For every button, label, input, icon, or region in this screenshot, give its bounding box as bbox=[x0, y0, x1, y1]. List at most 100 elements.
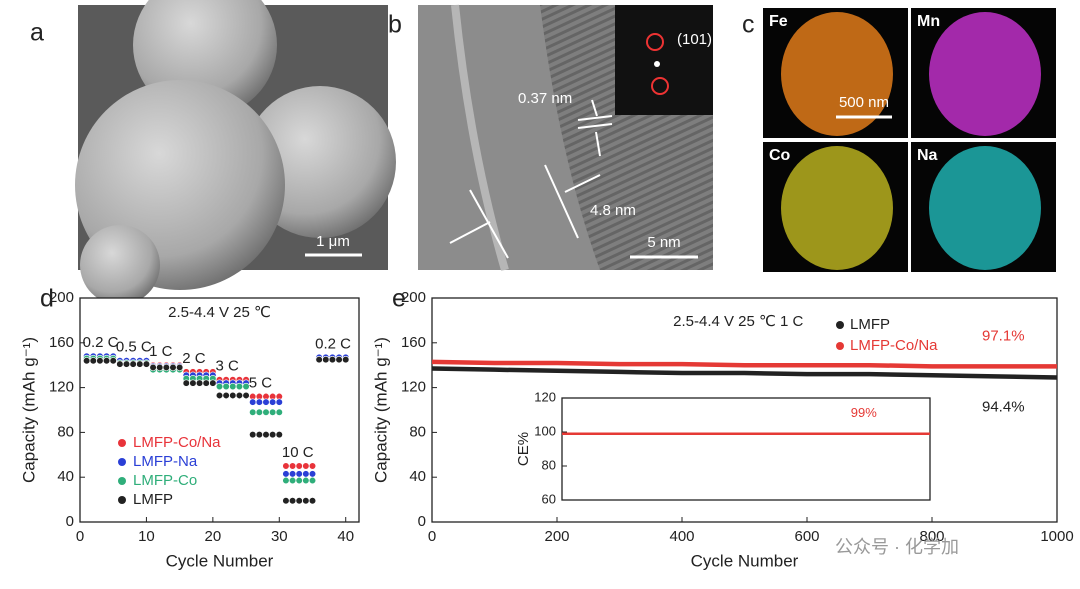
legend-label: LMFP-Co/Na bbox=[850, 337, 938, 354]
point bbox=[162, 363, 170, 372]
sem-image bbox=[75, 0, 396, 305]
y-tick-label: 200 bbox=[401, 289, 426, 306]
series-line bbox=[431, 359, 1057, 369]
x-tick-label: 30 bbox=[271, 528, 288, 545]
y-axis-label: CE% bbox=[515, 432, 532, 466]
y-tick-label: 120 bbox=[401, 379, 426, 396]
legend-label: LMFP-Na bbox=[133, 453, 198, 470]
annotation: 99% bbox=[851, 405, 877, 420]
legend-label: LMFP bbox=[133, 491, 173, 508]
point bbox=[255, 408, 263, 416]
panel-label: a bbox=[30, 19, 44, 47]
x-axis-label: Cycle Number bbox=[166, 551, 274, 570]
point bbox=[282, 476, 290, 485]
y-tick-label: 160 bbox=[401, 334, 426, 351]
element-label: Mn bbox=[917, 13, 940, 30]
y-axis-label: Capacity (mAh g⁻¹) bbox=[371, 337, 390, 483]
y-tick-label: 0 bbox=[418, 513, 426, 530]
element-label: Fe bbox=[769, 13, 788, 30]
x-tick-label: 40 bbox=[337, 528, 354, 545]
point bbox=[182, 379, 190, 387]
scale-label: 500 nm bbox=[839, 94, 889, 111]
panel-label: e bbox=[392, 285, 406, 313]
rate-label: 0.2 C bbox=[83, 334, 119, 351]
point bbox=[262, 408, 270, 416]
element-label: Co bbox=[769, 147, 791, 164]
rate-label: 0.5 C bbox=[116, 339, 152, 356]
map-particle bbox=[929, 146, 1041, 270]
legend-marker bbox=[118, 439, 126, 447]
point bbox=[222, 391, 230, 400]
rate-label: 10 C bbox=[282, 444, 314, 461]
point bbox=[255, 431, 263, 439]
eds-maps: Fe Mn Co Na bbox=[763, 8, 1056, 272]
legend-label: LMFP-Co/Na bbox=[133, 434, 221, 451]
y-tick-label: 60 bbox=[542, 491, 556, 506]
point bbox=[195, 379, 204, 387]
point bbox=[255, 398, 263, 406]
point bbox=[302, 470, 310, 478]
legend-label: LMFP-Co bbox=[133, 472, 197, 489]
point bbox=[102, 357, 111, 365]
point bbox=[176, 363, 184, 372]
element-label: Na bbox=[917, 147, 938, 164]
point bbox=[156, 363, 164, 372]
point bbox=[282, 462, 290, 470]
series-line bbox=[431, 366, 1058, 380]
point bbox=[249, 431, 257, 439]
point bbox=[235, 391, 244, 400]
legend-marker bbox=[118, 458, 126, 466]
point bbox=[308, 497, 317, 505]
rate-label: 0.2 C bbox=[315, 335, 351, 352]
point bbox=[202, 379, 210, 387]
point bbox=[315, 356, 323, 364]
tem-image bbox=[418, 4, 713, 272]
point bbox=[136, 360, 144, 368]
point bbox=[242, 382, 250, 391]
map-particle bbox=[929, 12, 1041, 136]
point bbox=[295, 497, 303, 505]
point bbox=[288, 462, 297, 470]
rate-label: 3 C bbox=[216, 358, 240, 375]
point bbox=[262, 398, 270, 406]
point bbox=[295, 462, 303, 470]
point bbox=[129, 360, 137, 368]
point bbox=[89, 357, 97, 365]
y-tick-label: 80 bbox=[57, 423, 74, 440]
x-tick-label: 0 bbox=[428, 528, 436, 545]
point bbox=[249, 408, 257, 416]
point bbox=[328, 356, 337, 364]
y-tick-label: 80 bbox=[542, 457, 556, 472]
scale-label: 1 μm bbox=[316, 233, 350, 250]
point bbox=[288, 497, 297, 505]
panel-label: d bbox=[40, 285, 54, 313]
end-label: 94.4% bbox=[982, 398, 1025, 415]
point bbox=[308, 470, 317, 478]
charts: 0 40 80 120 160 200 0 10 20 30 40 Cycle Number Capac… bbox=[19, 285, 1073, 571]
point bbox=[269, 408, 277, 416]
y-tick-label: 160 bbox=[49, 334, 74, 351]
point bbox=[215, 391, 224, 400]
y-tick-label: 200 bbox=[49, 289, 74, 306]
legend-marker bbox=[836, 342, 844, 350]
annotation: 2.5-4.4 V 25 ℃ 1 C bbox=[673, 313, 803, 330]
spacing-label: 0.37 nm bbox=[518, 90, 572, 107]
point bbox=[215, 382, 224, 391]
point bbox=[282, 497, 290, 505]
panel-label: c bbox=[742, 11, 755, 39]
point bbox=[275, 408, 283, 416]
point bbox=[262, 431, 270, 439]
x-tick-label: 400 bbox=[669, 528, 694, 545]
x-tick-label: 20 bbox=[205, 528, 222, 545]
y-tick-label: 40 bbox=[57, 468, 74, 485]
spacing-label: 4.8 nm bbox=[590, 202, 636, 219]
panel-label: b bbox=[388, 11, 402, 39]
point bbox=[269, 398, 277, 406]
annotation: 2.5-4.4 V 25 ℃ bbox=[168, 304, 271, 321]
point bbox=[275, 398, 283, 406]
watermark: 公众号 · 化学加 bbox=[835, 537, 959, 557]
point bbox=[116, 360, 124, 368]
point bbox=[302, 476, 310, 485]
point bbox=[302, 462, 310, 470]
